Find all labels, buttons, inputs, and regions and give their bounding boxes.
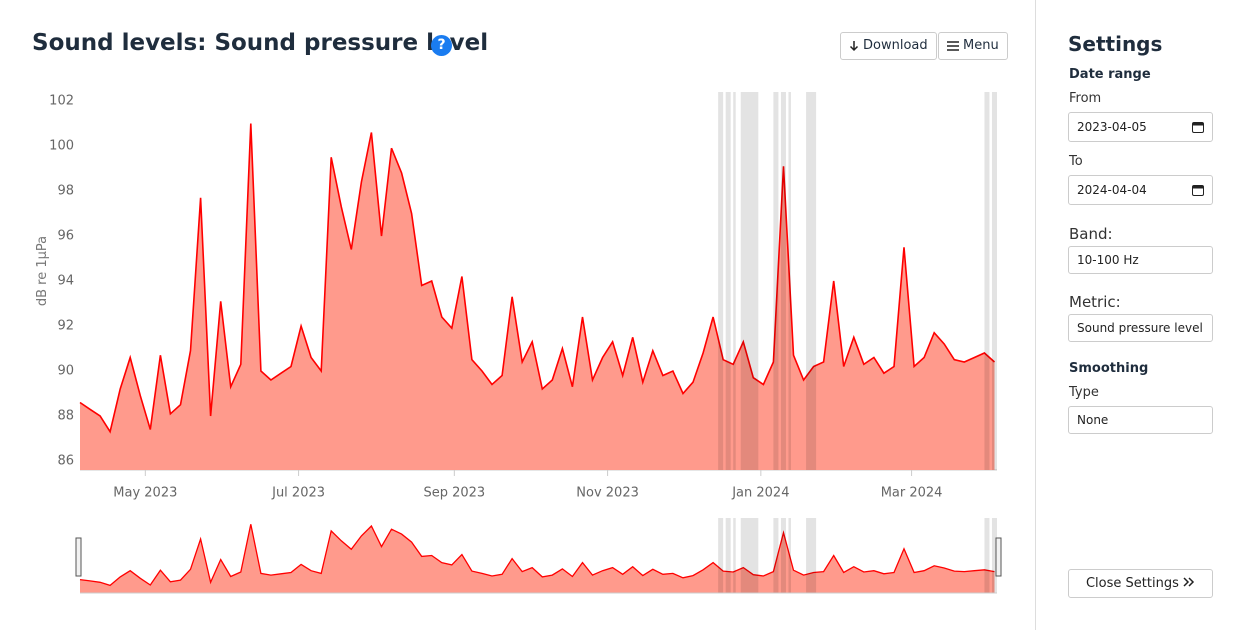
from-value: 2023-04-05: [1077, 120, 1147, 134]
chart: 86 88 90 92 94 96 98 100 102 May 2023 Jul 2023 Sep …: [35, 92, 1002, 594]
navigator-shaded-range: [718, 518, 724, 593]
line: [79, 123, 996, 434]
shaded-range: [773, 92, 779, 470]
from-label: From: [1069, 91, 1102, 106]
calendar-icon: [1192, 185, 1204, 196]
menu-icon: [947, 41, 959, 51]
shaded-range: [740, 92, 759, 470]
shaded-range: [806, 92, 817, 470]
navigator-shaded-range: [780, 518, 786, 593]
y-tick-label: 96: [57, 229, 74, 244]
metric-select[interactable]: Sound pressure level: [1068, 314, 1213, 342]
navigator-shaded-range: [773, 518, 779, 593]
shaded-range: [725, 92, 731, 470]
to-value: 2024-04-04: [1077, 183, 1147, 197]
menu-label: Menu: [963, 38, 999, 53]
download-icon: [849, 41, 859, 52]
type-select[interactable]: None: [1068, 406, 1213, 434]
x-tick-label: Mar 2024: [881, 486, 943, 501]
x-tick-label: Sep 2023: [423, 486, 485, 501]
smoothing-heading: Smoothing: [1069, 361, 1149, 376]
date-range-heading: Date range: [1069, 67, 1151, 82]
download-label: Download: [863, 38, 928, 53]
shaded-range: [718, 92, 724, 470]
y-tick-label: 100: [49, 139, 74, 154]
settings-title: Settings: [1068, 32, 1163, 56]
y-tick-label: 102: [49, 94, 74, 109]
x-tick-label: Jul 2023: [271, 486, 325, 501]
from-input[interactable]: 2023-04-05: [1068, 112, 1213, 142]
navigator-shaded-range: [788, 518, 791, 593]
navigator-area: [80, 524, 995, 593]
area: [80, 123, 995, 470]
navigator-line: [79, 524, 995, 587]
page-title: Sound levels: Sound pressure level: [32, 30, 489, 56]
navigator-shaded-range: [984, 518, 990, 593]
shaded-range: [984, 92, 990, 470]
navigator-shaded-range: [806, 518, 817, 593]
shaded-range: [780, 92, 786, 470]
shaded-range: [788, 92, 791, 470]
settings-panel: Settings Date range From 2023-04-05 To 2…: [1035, 0, 1245, 630]
band-value: 10-100 Hz: [1077, 253, 1139, 267]
navigator-shaded-range: [991, 518, 997, 593]
shaded-range: [991, 92, 997, 470]
y-tick-label: 98: [57, 184, 74, 199]
band-select[interactable]: 10-100 Hz: [1068, 246, 1213, 274]
type-label: Type: [1069, 385, 1099, 400]
download-button[interactable]: Download: [840, 32, 937, 60]
calendar-icon: [1192, 122, 1204, 133]
metric-value: Sound pressure level: [1077, 321, 1203, 335]
type-value: None: [1077, 413, 1109, 427]
navigator-shaded-range: [733, 518, 736, 593]
menu-button[interactable]: Menu: [938, 32, 1008, 60]
chevrons-icon: [1183, 577, 1195, 587]
y-tick-label: 86: [57, 454, 74, 469]
metric-label: Metric:: [1069, 293, 1121, 311]
y-tick-label: 88: [57, 409, 74, 424]
navigator-shaded-range: [725, 518, 731, 593]
x-tick-label: Nov 2023: [576, 486, 639, 501]
to-label: To: [1069, 154, 1083, 169]
y-tick-label: 94: [57, 274, 74, 289]
y-tick-label: 92: [57, 319, 74, 334]
navigator-handle[interactable]: [995, 537, 1002, 577]
y-tick-label: 90: [57, 364, 74, 379]
close-settings-button[interactable]: Close Settings: [1068, 569, 1213, 598]
x-tick-label: May 2023: [113, 486, 177, 501]
band-label: Band:: [1069, 225, 1113, 243]
close-settings-label: Close Settings: [1085, 576, 1179, 591]
x-tick-label: Jan 2024: [731, 486, 789, 501]
shaded-range: [733, 92, 736, 470]
navigator-shaded-range: [740, 518, 759, 593]
help-icon[interactable]: ?: [431, 35, 452, 56]
navigator-handle[interactable]: [75, 537, 82, 577]
to-input[interactable]: 2024-04-04: [1068, 175, 1213, 205]
y-axis-label: dB re 1µPa: [35, 236, 50, 306]
